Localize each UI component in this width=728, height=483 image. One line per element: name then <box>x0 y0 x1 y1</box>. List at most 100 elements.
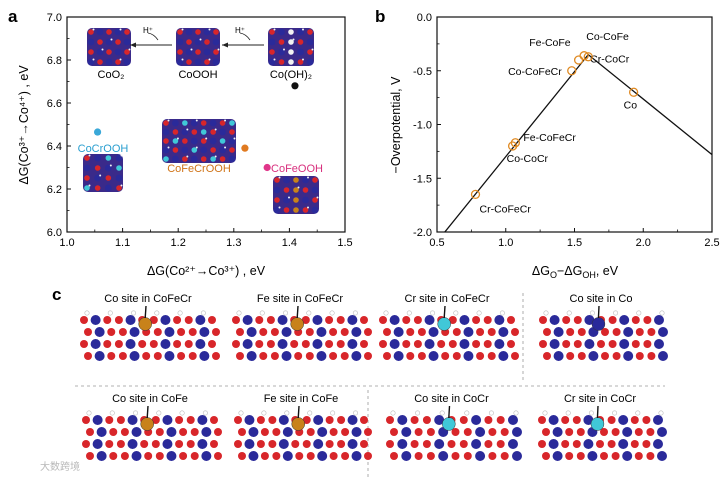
slab-0-atom-36 <box>149 340 158 348</box>
ytick-label-b-3: -1.5 <box>413 173 432 185</box>
structure-cooh <box>176 28 220 66</box>
slab-4-atom-20 <box>109 428 118 436</box>
slab-0-atom-9 <box>149 316 158 324</box>
slab-0-atom-30 <box>80 340 88 348</box>
slab-5-h-16 <box>353 410 359 416</box>
point-b-label-co-cofe: Co-CoFe <box>586 31 629 43</box>
cofecr-atom-30 <box>228 137 236 145</box>
slab-4-atom-51 <box>190 452 199 460</box>
slab-6-atom-31 <box>422 440 431 448</box>
slab-3-atom-28 <box>539 340 547 348</box>
slab-2-atom-21 <box>417 328 426 336</box>
slab-3-atom-19 <box>566 328 575 336</box>
cofecr-atom-24 <box>182 138 188 144</box>
slab-3-atom-5 <box>573 316 582 324</box>
cofe-atom-13 <box>274 197 280 203</box>
panel-b-ticks: 0.5 1.0 1.5 2.0 2.5 0.0 -0.5 -1.0 -1.5 -2.0 <box>413 12 720 249</box>
cofe-atom-4 <box>302 176 309 184</box>
slab-2-active-site <box>437 317 451 331</box>
slab-5-atom-42 <box>238 452 246 460</box>
coo2-atom-24 <box>115 59 121 65</box>
cofecr-atom-25 <box>190 137 198 145</box>
slab-4-atom-19 <box>96 427 107 437</box>
cooh2-h-5 <box>302 28 304 31</box>
slab-7-atom-38 <box>653 439 663 449</box>
cofecr-h-5 <box>195 119 198 122</box>
slab-2-atom-40 <box>494 339 505 349</box>
slab-7-atom-23 <box>611 428 620 436</box>
slab-2-atom-39 <box>483 340 492 348</box>
slab-2-atom-32 <box>402 340 411 348</box>
slab-4-atom-12 <box>175 416 184 424</box>
cofecr-tile <box>162 119 236 163</box>
slab-3-atom-15 <box>654 315 664 325</box>
cooh2-h-25 <box>302 58 304 61</box>
slab-7-atom-28 <box>538 440 546 448</box>
slab-6-atom-44 <box>451 452 460 460</box>
slab-0-atom-45 <box>118 352 127 360</box>
cofecr-atom-22 <box>172 138 179 144</box>
slab-5-atom-36 <box>302 440 311 448</box>
slab-1-atom-27 <box>340 328 349 336</box>
slab-2-h-7 <box>430 310 436 316</box>
slab-1-atom-32 <box>255 340 264 348</box>
slab-0-atom-25 <box>164 327 175 337</box>
slab-2-atom-3 <box>402 316 411 324</box>
slab-5-atom-50 <box>329 452 338 460</box>
cofecr-h-18 <box>214 128 217 131</box>
structure-cofeooh <box>273 176 319 214</box>
slab-2-atom-41 <box>507 340 515 348</box>
slab-1-h-4 <box>259 310 265 316</box>
slab-3-atom-45 <box>612 352 621 360</box>
slab-0-pointer <box>144 305 147 319</box>
h-plus-label-1: H⁺ <box>143 26 153 35</box>
cooh-h-10 <box>199 38 202 41</box>
slab-5-pointer <box>297 405 300 419</box>
xtick-label-a-0: 1.0 <box>59 237 74 249</box>
slab-7-h-4 <box>565 410 571 416</box>
cooh-h-21 <box>181 58 184 61</box>
slab-1-atom-12 <box>325 316 334 324</box>
cocr-h-1 <box>88 154 91 157</box>
cooh-atom-2 <box>185 28 193 36</box>
slab-label-2: Cr site in CoFeCr <box>405 293 490 305</box>
slab-5-atom-52 <box>351 451 362 461</box>
slab-6-atom-26 <box>500 428 509 436</box>
slab-2-atom-37 <box>459 339 470 349</box>
slab-6-atom-24 <box>475 427 486 437</box>
slab-3-atom-25 <box>635 328 644 336</box>
slab-3-atom-43 <box>588 351 599 361</box>
slab-4-h-4 <box>109 410 115 416</box>
slab-5-atom-37 <box>313 439 324 449</box>
slab-3-atom-31 <box>573 340 582 348</box>
slab-0-atom-42 <box>84 352 92 360</box>
slab-4-atom-15 <box>197 415 208 425</box>
slab-3-atom-47 <box>635 352 644 360</box>
slab-2-h-10 <box>453 310 459 316</box>
slab-7-atom-12 <box>630 416 639 424</box>
slab-5-atom-32 <box>256 440 265 448</box>
slab-5-atom-46 <box>282 451 293 461</box>
cofecr-h-33 <box>167 146 170 149</box>
slab-1-h-10 <box>306 310 312 316</box>
cofecr-atom-28 <box>209 137 217 145</box>
cooh-h-1 <box>181 28 184 31</box>
slab-0-atom-41 <box>208 340 216 348</box>
slab-6-atom-39 <box>390 452 398 460</box>
coo2-atom-11 <box>115 39 121 45</box>
cofe-atom-24 <box>302 207 309 213</box>
cofecr-atom-17 <box>210 129 216 135</box>
slab-1-atom-15 <box>347 315 358 325</box>
cocr-atom-3 <box>105 155 112 161</box>
slab-7-atom-24 <box>622 427 633 437</box>
label-cooh: CoOOH <box>178 69 217 81</box>
slab-4-atom-30 <box>82 440 90 448</box>
slab-label-5: Fe site in CoFe <box>264 393 339 405</box>
panel-a-points <box>93 82 299 172</box>
slab-2-atom-17 <box>507 316 515 324</box>
cooh-atom-22 <box>186 59 192 65</box>
slab-3-atom-29 <box>549 339 560 349</box>
slab-7-atom-37 <box>642 440 651 448</box>
slab-4-atom-49 <box>166 451 177 461</box>
slab-6-atom-20 <box>426 428 435 436</box>
